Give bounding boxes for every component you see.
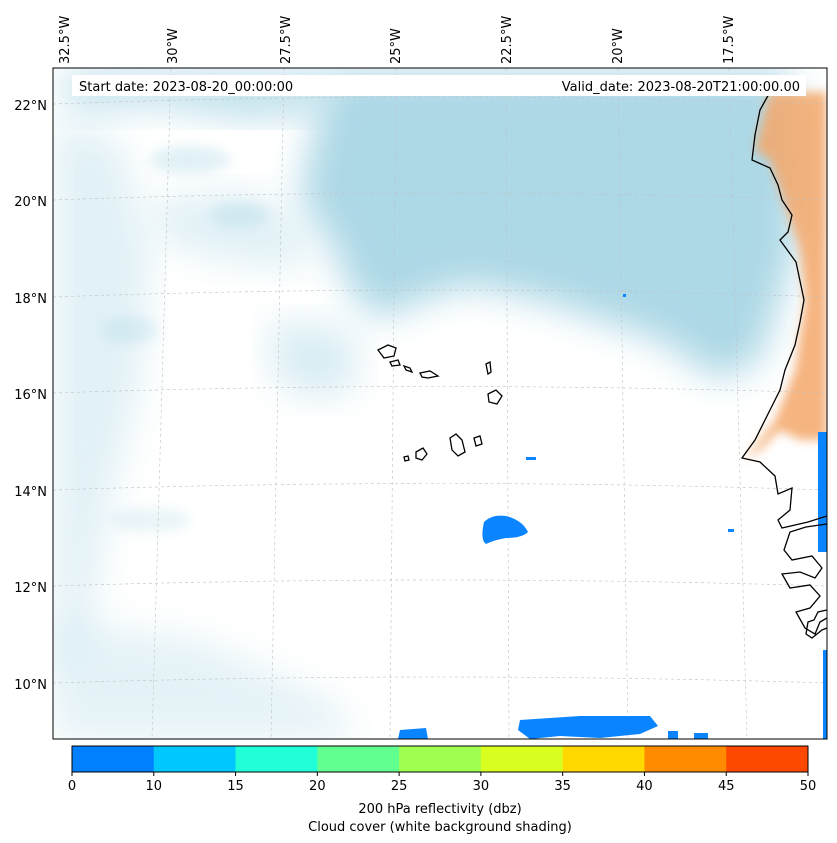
- island-santo-antao: [377, 344, 397, 359]
- colorbar-tick-label: 15: [227, 779, 244, 794]
- reflectivity-patch-south: [518, 716, 658, 739]
- map-frame: [52, 67, 828, 740]
- reflectivity-patch-small: [526, 457, 536, 460]
- coastline-gambia-senegal: [780, 523, 827, 635]
- start-date-label: Start date: 2023-08-20_00:00:00: [79, 80, 293, 95]
- reflectivity-patch-small: [728, 529, 734, 532]
- grid-line-lat-16: [53, 386, 827, 394]
- grid-line-lon-27.5: [270, 68, 285, 739]
- colorbar-tick-label: 25: [391, 779, 408, 794]
- colorbar-swatch: [399, 746, 482, 772]
- land-shading: [745, 92, 827, 460]
- lat-label: 22°N: [14, 99, 47, 114]
- grid-line-lat-22: [53, 96, 827, 105]
- lat-label: 14°N: [14, 485, 47, 500]
- colorbar-tick-label: 50: [800, 779, 817, 794]
- coastline-africa: [740, 91, 827, 529]
- grid-line-lat-18: [53, 289, 827, 298]
- cloud-cover-blob: [102, 316, 158, 344]
- colorbar-swatch: [72, 746, 155, 772]
- colorbar: 0 10 15 20 25 30 35 40 45 50 200 hPa reflectivity…: [68, 745, 816, 835]
- grid-line-lon-20: [617, 68, 629, 739]
- colorbar-tick-label: 20: [309, 779, 326, 794]
- graticule: [53, 68, 827, 739]
- cloud-cover-blob: [150, 146, 230, 174]
- colorbar-swatch: [480, 746, 564, 772]
- island-sal: [485, 360, 492, 376]
- colorbar-swatches: [72, 746, 809, 772]
- colorbar-tick-label: 45: [718, 779, 735, 794]
- lon-label: 20°W: [611, 28, 626, 64]
- grid-line-lat-12: [53, 579, 827, 587]
- cloud-cover-blob: [210, 203, 270, 227]
- colorbar-swatch: [726, 746, 809, 772]
- cloud-cover-west-band: [55, 120, 150, 700]
- colorbar-swatch: [562, 746, 645, 772]
- cloud-cover-main: [300, 72, 800, 380]
- reflectivity-patch-small: [668, 731, 678, 739]
- colorbar-tick-label: 10: [146, 779, 163, 794]
- reflectivity-patch-small: [694, 733, 708, 739]
- grid-line-lat-10: [53, 676, 827, 684]
- colorbar-tick-label: 30: [473, 779, 490, 794]
- lat-label: 20°N: [14, 195, 47, 210]
- colorbar-tick-label: 0: [68, 779, 76, 794]
- latitude-labels: 22°N 20°N 18°N 16°N 14°N 12°N 10°N: [14, 99, 47, 693]
- valid-date-label: Valid_date: 2023-08-20T21:00:00.00: [562, 80, 800, 95]
- cloud-cover-streak: [150, 190, 310, 270]
- colorbar-label-line1: 200 hPa reflectivity (dbz): [358, 802, 521, 817]
- grid-line-lon-30: [151, 68, 172, 739]
- lon-label: 25°W: [389, 28, 404, 64]
- lon-label: 22.5°W: [500, 16, 515, 64]
- reflectivity-patch-coast: [818, 432, 827, 552]
- reflectivity-patches: [398, 294, 827, 739]
- cloud-cover-blob: [110, 508, 190, 532]
- lon-label: 17.5°W: [722, 16, 737, 64]
- colorbar-swatch: [235, 746, 318, 772]
- lat-label: 18°N: [14, 292, 47, 307]
- colorbar-label-line2: Cloud cover (white background shading): [308, 820, 572, 835]
- colorbar-swatch: [153, 746, 237, 772]
- colorbar-tick-label: 40: [636, 779, 653, 794]
- lon-label: 32.5°W: [58, 16, 73, 64]
- island-santiago: [449, 433, 466, 457]
- island-boa-vista: [487, 389, 503, 405]
- lon-label: 30°W: [166, 28, 181, 64]
- coastline-guinea: [805, 609, 827, 639]
- grid-line-lon-17.5: [728, 68, 748, 739]
- date-header-background: [72, 75, 806, 96]
- colorbar-tick-label: 35: [554, 779, 571, 794]
- lat-label: 16°N: [14, 388, 47, 403]
- colorbar-swatch: [317, 746, 400, 772]
- map-panel: Start date: 2023-08-20_00:00:00 Valid_da…: [53, 68, 827, 739]
- island-maio: [473, 435, 483, 447]
- colorbar-frame: [71, 745, 809, 773]
- grid-line-lat-20: [53, 192, 827, 201]
- lon-label: 27.5°W: [279, 16, 294, 64]
- colorbar-ticks: 0 10 15 20 25 30 35 40 45 50: [68, 772, 816, 794]
- grid-line-lon-22.5: [505, 68, 510, 739]
- land-shading-mauritania: [745, 92, 827, 460]
- island-sao-vicente: [389, 359, 401, 367]
- cloud-cover-southwest: [55, 620, 360, 739]
- island-sao-nicolau: [419, 370, 440, 379]
- reflectivity-patch-small: [623, 294, 626, 297]
- reflectivity-patch-southwest: [398, 728, 428, 739]
- reflectivity-patch-central: [482, 515, 528, 544]
- lat-label: 12°N: [14, 581, 47, 596]
- reflectivity-patch-small: [823, 650, 827, 739]
- longitude-labels: 32.5°W 30°W 27.5°W 25°W 22.5°W 20°W 17.5…: [58, 16, 737, 64]
- island-santa-luzia: [402, 364, 414, 374]
- grid-line-lon-25: [389, 68, 397, 739]
- island-brava: [403, 455, 410, 462]
- cloud-cover-center-patch: [270, 320, 360, 400]
- coastline: [377, 91, 827, 639]
- grid-line-lat-14: [53, 483, 827, 491]
- lat-label: 10°N: [14, 678, 47, 693]
- colorbar-swatch: [644, 746, 727, 772]
- island-fogo: [415, 447, 428, 461]
